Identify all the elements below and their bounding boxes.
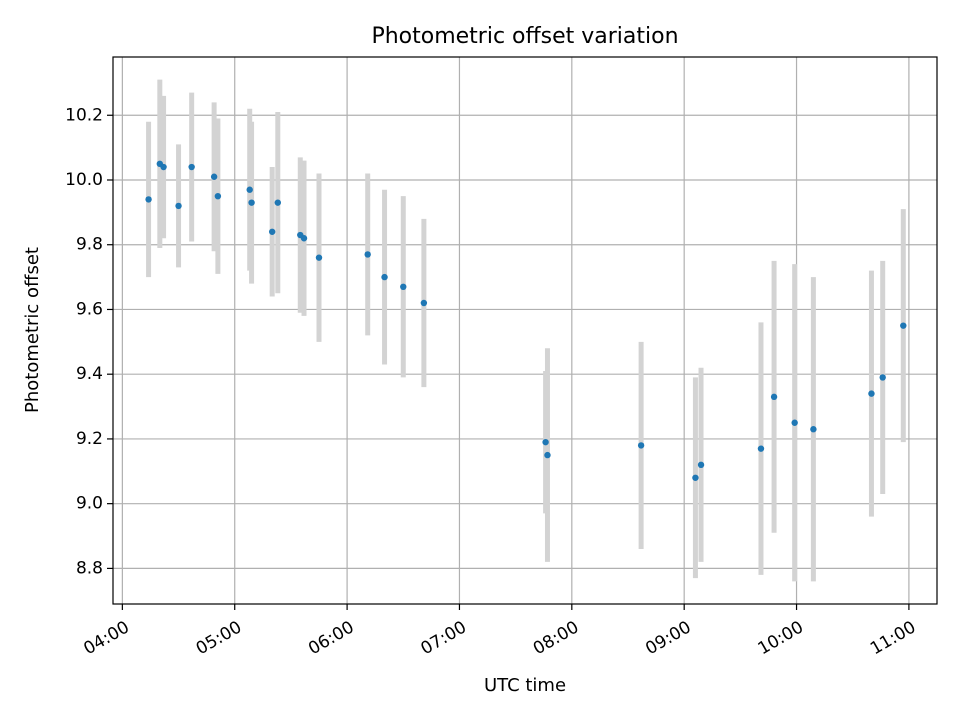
x-tick-label: 06:00 bbox=[305, 617, 357, 659]
error-bars bbox=[146, 79, 906, 582]
x-tick-label: 04:00 bbox=[80, 617, 132, 659]
y-tick-label: 10.0 bbox=[65, 170, 103, 190]
x-tick-label: 11:00 bbox=[867, 617, 919, 659]
plot-frame bbox=[112, 56, 938, 605]
data-point bbox=[268, 228, 276, 235]
y-tick-label: 9.6 bbox=[76, 299, 103, 319]
y-tick-label: 9.4 bbox=[76, 364, 103, 384]
data-point bbox=[637, 442, 645, 449]
data-point bbox=[381, 273, 388, 281]
data-point bbox=[900, 322, 907, 329]
data-point bbox=[248, 199, 255, 206]
data-point bbox=[810, 426, 817, 433]
data-point bbox=[145, 196, 152, 203]
data-point bbox=[544, 451, 551, 459]
x-tick-label: 08:00 bbox=[530, 617, 582, 659]
data-point bbox=[175, 202, 182, 210]
x-tick-label: 07:00 bbox=[418, 617, 470, 659]
chart-title: Photometric offset variation bbox=[371, 24, 678, 49]
y-tick-label: 10.2 bbox=[65, 105, 103, 125]
data-point bbox=[770, 393, 778, 401]
data-point bbox=[160, 163, 167, 171]
y-tick-label: 9.8 bbox=[76, 235, 103, 255]
grid-lines bbox=[113, 57, 937, 604]
data-point bbox=[400, 283, 407, 291]
data-point bbox=[757, 445, 765, 452]
x-axis-label: UTC time bbox=[484, 675, 566, 696]
data-point bbox=[274, 199, 281, 206]
y-tick-label: 8.8 bbox=[76, 558, 103, 578]
data-point bbox=[214, 192, 222, 200]
x-tick-label: 05:00 bbox=[193, 617, 245, 659]
data-point bbox=[188, 163, 195, 171]
data-point bbox=[879, 374, 886, 381]
data-point bbox=[300, 235, 308, 242]
data-point bbox=[791, 419, 798, 426]
data-point bbox=[420, 299, 428, 307]
y-axis-ticks: 8.8 9.0 9.2 9.4 9.6 9.8 10.0 10.2 bbox=[65, 105, 113, 578]
y-tick-label: 9.0 bbox=[76, 494, 103, 514]
data-point bbox=[692, 474, 699, 481]
x-tick-label: 10:00 bbox=[755, 617, 807, 659]
y-axis-label: Photometric offset bbox=[22, 247, 43, 413]
x-tick-label: 09:00 bbox=[642, 617, 694, 659]
data-point bbox=[542, 438, 549, 446]
data-point bbox=[868, 390, 875, 397]
data-point bbox=[697, 461, 705, 469]
y-tick-label: 9.2 bbox=[76, 429, 103, 449]
data-point bbox=[246, 186, 253, 193]
x-axis-ticks: 04:00 05:00 06:00 07:00 08:00 09:00 10:00 11:00 bbox=[80, 604, 919, 659]
data-point bbox=[315, 254, 323, 261]
data-points bbox=[145, 160, 907, 481]
data-point bbox=[364, 251, 371, 258]
data-point bbox=[210, 173, 218, 180]
